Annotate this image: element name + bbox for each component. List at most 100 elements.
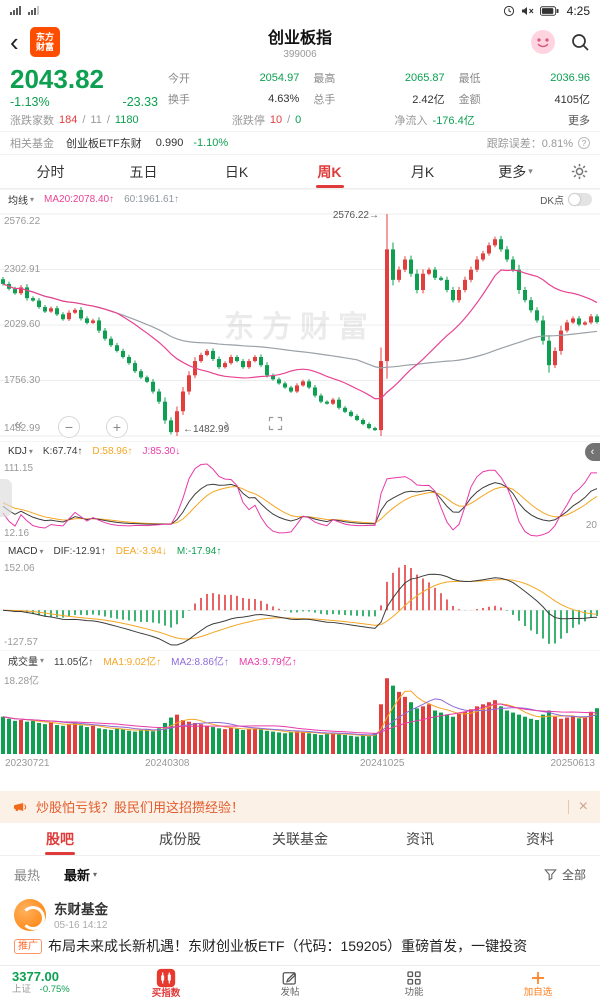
ma-legend-row: 均线 ▾ MA20:2078.40↑ 60:1961.61↑ DK点 (0, 189, 600, 209)
bottom-nav: 3377.00 上证 -0.75% 买指数 发帖 功能 (0, 965, 600, 1000)
section-tab-bar: 股吧 成份股 关联基金 资讯 资料 (0, 823, 600, 857)
candlestick-canvas[interactable] (0, 208, 600, 443)
filter-hottest[interactable]: 最热 (14, 867, 41, 883)
new-post-button[interactable]: 发帖 (228, 969, 352, 998)
back-button[interactable]: ‹ (10, 26, 19, 57)
chevron-down-icon: ▾ (39, 546, 44, 556)
tab-5day[interactable]: 五日 (129, 163, 158, 180)
index-value: 3377.00 (12, 969, 59, 985)
emotion-icon[interactable] (530, 29, 556, 55)
volume-chart[interactable]: 18.28亿 (0, 669, 600, 756)
status-bar: 4:25 (0, 0, 600, 22)
kdj-legend-row: KDJ ▾ K:67.74↑ D:58.96↑ J:85.30↓ ‹ (0, 441, 600, 462)
tab-constituents[interactable]: 成份股 (159, 831, 201, 848)
limit-label: 涨跌停 (231, 115, 265, 128)
filter-newest[interactable]: 最新 ▾ (64, 867, 98, 883)
kdj-d-value: D:58.96↑ (92, 446, 133, 458)
limit-up-count: 10 (269, 114, 283, 127)
post-content: 推广 布局未来成长新机遇！东财创业板ETF（代码：159205）重磅首发，一键投资 (14, 936, 586, 970)
macd-canvas[interactable] (0, 560, 600, 651)
search-icon[interactable] (570, 32, 590, 52)
info-icon[interactable]: ? (578, 137, 590, 150)
post-timestamp: 05-16 14:12 (54, 920, 108, 932)
collapse-handle[interactable]: ‹ (585, 443, 600, 462)
stat-high: 最高 2065.87 (313, 72, 445, 86)
volume-ma1: MA1:9.02亿↑ (103, 656, 162, 668)
ma-selector[interactable]: 均线 ▾ (8, 194, 35, 207)
tab-weekly-k[interactable]: 周K (283, 155, 376, 188)
compose-icon (281, 969, 299, 987)
divider (567, 799, 569, 814)
zoom-out-button[interactable]: − (58, 416, 80, 439)
macd-selector[interactable]: MACD ▾ (8, 545, 44, 557)
volume-selector[interactable]: 成交量 ▾ (8, 655, 45, 668)
fullscreen-icon[interactable] (268, 416, 283, 436)
buy-index-icon (156, 968, 176, 988)
inflow-value: -176.4亿 (432, 115, 475, 128)
filter-all-button[interactable]: 全部 (544, 866, 586, 883)
post-filter-bar: 最热 最新 ▾ 全部 (0, 856, 600, 892)
date-label: 20250613 (550, 758, 596, 770)
avatar (14, 898, 46, 931)
kdj-j-value: J:85.30↓ (142, 446, 181, 458)
post-author: 东财基金 (54, 902, 108, 918)
fund-price: 0.990 (155, 137, 184, 150)
kdj-k-value: K:67.74↑ (42, 446, 83, 458)
chart-settings-button[interactable] (562, 155, 596, 188)
tab-minute[interactable]: 分时 (36, 163, 65, 180)
tab-more-periods[interactable]: 更多 ▾ (498, 163, 533, 180)
tab-related-funds[interactable]: 关联基金 (272, 831, 328, 848)
fund-label: 相关基金 (10, 138, 54, 151)
logo-line2: 财富 (35, 41, 54, 52)
kdj-selector[interactable]: KDJ ▾ (8, 446, 33, 458)
more-button[interactable]: 更多 (568, 115, 590, 128)
promo-banner[interactable]: 炒股怕亏钱？股民们用这招攒经验！ × (0, 790, 600, 823)
chevron-down-icon: ▾ (93, 869, 98, 879)
macd-legend-row: MACD ▾ DIF:-12.91↑ DEA:-3.94↓ M:-17.94↑ (0, 540, 600, 561)
breadth-row: 涨跌家数 184/11/1180 涨跌停 10/0 净流入 -176.4亿 更多 (10, 114, 590, 128)
dk-toggle[interactable] (568, 192, 592, 206)
tab-daily-k[interactable]: 日K (224, 163, 249, 180)
index-change: -0.75% (39, 984, 70, 996)
chevron-down-icon: ▾ (528, 166, 533, 177)
battery-icon (539, 6, 559, 16)
post-item[interactable]: 东财基金 05-16 14:12 推广 布局未来成长新机遇！东财创业板ETF（代码… (0, 892, 600, 965)
chart-scroll-handle[interactable] (0, 479, 12, 518)
alarm-icon (503, 5, 515, 17)
chevron-down-icon: ▾ (28, 447, 33, 457)
fund-name: 创业板ETF东财 (66, 138, 142, 151)
index-quote-button[interactable]: 3377.00 上证 -0.75% (0, 970, 104, 996)
functions-button[interactable]: 功能 (352, 969, 476, 998)
kdj-canvas[interactable] (0, 461, 600, 542)
plus-icon (529, 969, 547, 987)
quote-panel: 2043.82 -1.13% -23.33 今开 2054.97 最高 2065.8… (0, 62, 600, 110)
period-tab-bar: 分时 五日 日K 周K 月K 更多 ▾ (0, 155, 600, 190)
tab-guba[interactable]: 股吧 (0, 823, 120, 856)
related-fund-row[interactable]: 相关基金 创业板ETF东财 0.990 -1.10% 跟踪误差：0.81% ? (0, 131, 600, 156)
pan-left-button[interactable]: « (14, 416, 23, 434)
buy-index-button[interactable]: 买指数 (104, 968, 228, 999)
tab-profile[interactable]: 资料 (526, 831, 554, 848)
volume-canvas[interactable] (0, 669, 600, 756)
stat-low: 最低 2036.96 (458, 72, 590, 86)
macd-m-value: M:-17.94↑ (176, 545, 222, 557)
tab-monthly-k[interactable]: 月K (410, 163, 435, 180)
spacer (0, 775, 600, 791)
kdj-chart[interactable]: 111.15 12.16 20 (0, 461, 600, 542)
add-watchlist-button[interactable]: 加自选 (476, 969, 600, 998)
macd-chart[interactable]: 152.06 -127.57 (0, 560, 600, 651)
chevron-down-icon: ▾ (40, 655, 45, 665)
stat-amount: 金额 4105亿 (458, 94, 590, 107)
megaphone-icon (12, 799, 28, 815)
tab-news[interactable]: 资讯 (406, 831, 434, 848)
zoom-in-button[interactable]: + (106, 416, 128, 439)
close-icon[interactable]: × (578, 797, 588, 815)
macd-dif-value: DIF:-12.91↑ (53, 545, 106, 557)
up-count: 184 (59, 114, 78, 127)
chevron-down-icon: ▾ (30, 194, 35, 204)
pan-right-button[interactable]: › (224, 416, 230, 434)
stock-code: 399006 (283, 48, 317, 60)
page-title: 创业板指 (267, 29, 332, 47)
